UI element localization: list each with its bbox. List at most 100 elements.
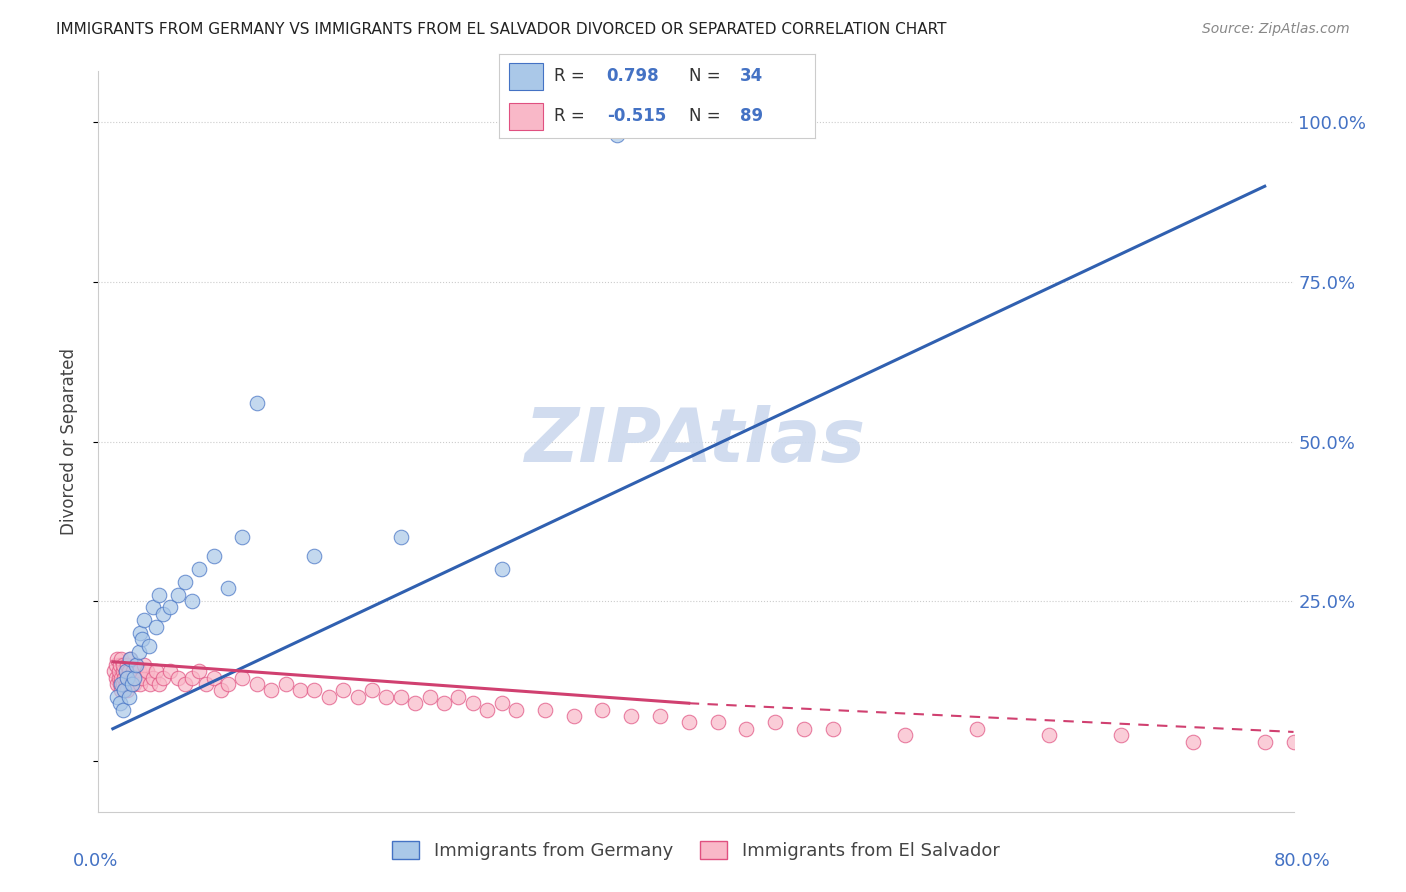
Point <box>533 703 555 717</box>
Point <box>1038 728 1060 742</box>
Point <box>110 683 132 698</box>
Point <box>173 677 195 691</box>
Point <box>105 677 128 691</box>
Text: N =: N = <box>689 68 720 86</box>
Point <box>389 690 412 704</box>
Point <box>1282 734 1305 748</box>
Point <box>115 671 138 685</box>
Point <box>131 632 153 647</box>
Point <box>111 665 134 679</box>
Point <box>104 657 127 672</box>
Point <box>706 715 728 730</box>
Point <box>304 549 326 564</box>
Point <box>793 722 815 736</box>
Point <box>159 600 181 615</box>
Legend: Immigrants from Germany, Immigrants from El Salvador: Immigrants from Germany, Immigrants from… <box>384 832 1008 870</box>
Text: IMMIGRANTS FROM GERMANY VS IMMIGRANTS FROM EL SALVADOR DIVORCED OR SEPARATED COR: IMMIGRANTS FROM GERMANY VS IMMIGRANTS FR… <box>56 22 946 37</box>
Text: Source: ZipAtlas.com: Source: ZipAtlas.com <box>1202 22 1350 37</box>
Point <box>111 657 134 672</box>
Point <box>346 690 368 704</box>
Point <box>181 594 204 608</box>
Point <box>209 683 232 698</box>
Point <box>591 703 613 717</box>
Point <box>159 665 181 679</box>
Text: 0.0%: 0.0% <box>73 852 118 870</box>
Point <box>461 696 484 710</box>
Y-axis label: Divorced or Separated: Divorced or Separated <box>59 348 77 535</box>
Point <box>118 690 141 704</box>
Text: N =: N = <box>689 107 720 125</box>
Point <box>108 696 131 710</box>
Point <box>104 671 127 685</box>
FancyBboxPatch shape <box>509 62 543 90</box>
Point <box>1109 728 1132 742</box>
Point <box>124 677 146 691</box>
Point <box>620 709 643 723</box>
Point <box>389 530 412 544</box>
Point <box>128 665 150 679</box>
Point <box>107 665 129 679</box>
Point <box>138 639 160 653</box>
Point <box>195 677 218 691</box>
Point <box>120 677 142 691</box>
Point <box>893 728 915 742</box>
Point <box>1398 740 1406 755</box>
Point <box>246 396 269 410</box>
Point <box>288 683 311 698</box>
Point <box>361 683 384 698</box>
Point <box>202 549 225 564</box>
Point <box>142 600 165 615</box>
Point <box>188 665 211 679</box>
Point <box>121 671 143 685</box>
Point <box>231 671 253 685</box>
Point <box>111 703 134 717</box>
Point <box>107 671 129 685</box>
Point <box>105 651 128 665</box>
Point <box>404 696 426 710</box>
Point <box>148 677 170 691</box>
Point <box>145 665 167 679</box>
Point <box>148 588 170 602</box>
Point <box>246 677 269 691</box>
Point <box>648 709 671 723</box>
Point <box>1254 734 1277 748</box>
Point <box>120 651 142 665</box>
Point <box>115 657 138 672</box>
Point <box>447 690 470 704</box>
Point <box>121 677 143 691</box>
Point <box>114 677 136 691</box>
Point <box>274 677 297 691</box>
Point <box>202 671 225 685</box>
Point <box>105 690 128 704</box>
Point <box>110 651 132 665</box>
Text: 80.0%: 80.0% <box>1274 852 1330 870</box>
Point <box>188 562 211 576</box>
Point <box>122 665 145 679</box>
Point <box>217 582 239 596</box>
Point <box>433 696 456 710</box>
Point <box>145 619 167 633</box>
Point <box>375 690 398 704</box>
Point <box>318 690 340 704</box>
Text: 0.798: 0.798 <box>607 68 659 86</box>
Point <box>114 665 136 679</box>
Point <box>120 651 142 665</box>
Point <box>173 574 195 589</box>
Point <box>118 665 141 679</box>
Point <box>260 683 283 698</box>
Point <box>114 665 136 679</box>
Point <box>332 683 354 698</box>
Point <box>129 677 152 691</box>
Point <box>152 607 174 621</box>
Point <box>124 671 146 685</box>
Point <box>134 613 156 627</box>
Point <box>112 683 135 698</box>
Point <box>129 626 152 640</box>
Point <box>606 128 628 143</box>
Point <box>115 683 138 698</box>
Point <box>231 530 253 544</box>
Text: R =: R = <box>554 68 585 86</box>
Point <box>142 671 165 685</box>
Text: ZIPAtlas: ZIPAtlas <box>526 405 866 478</box>
Point <box>763 715 786 730</box>
